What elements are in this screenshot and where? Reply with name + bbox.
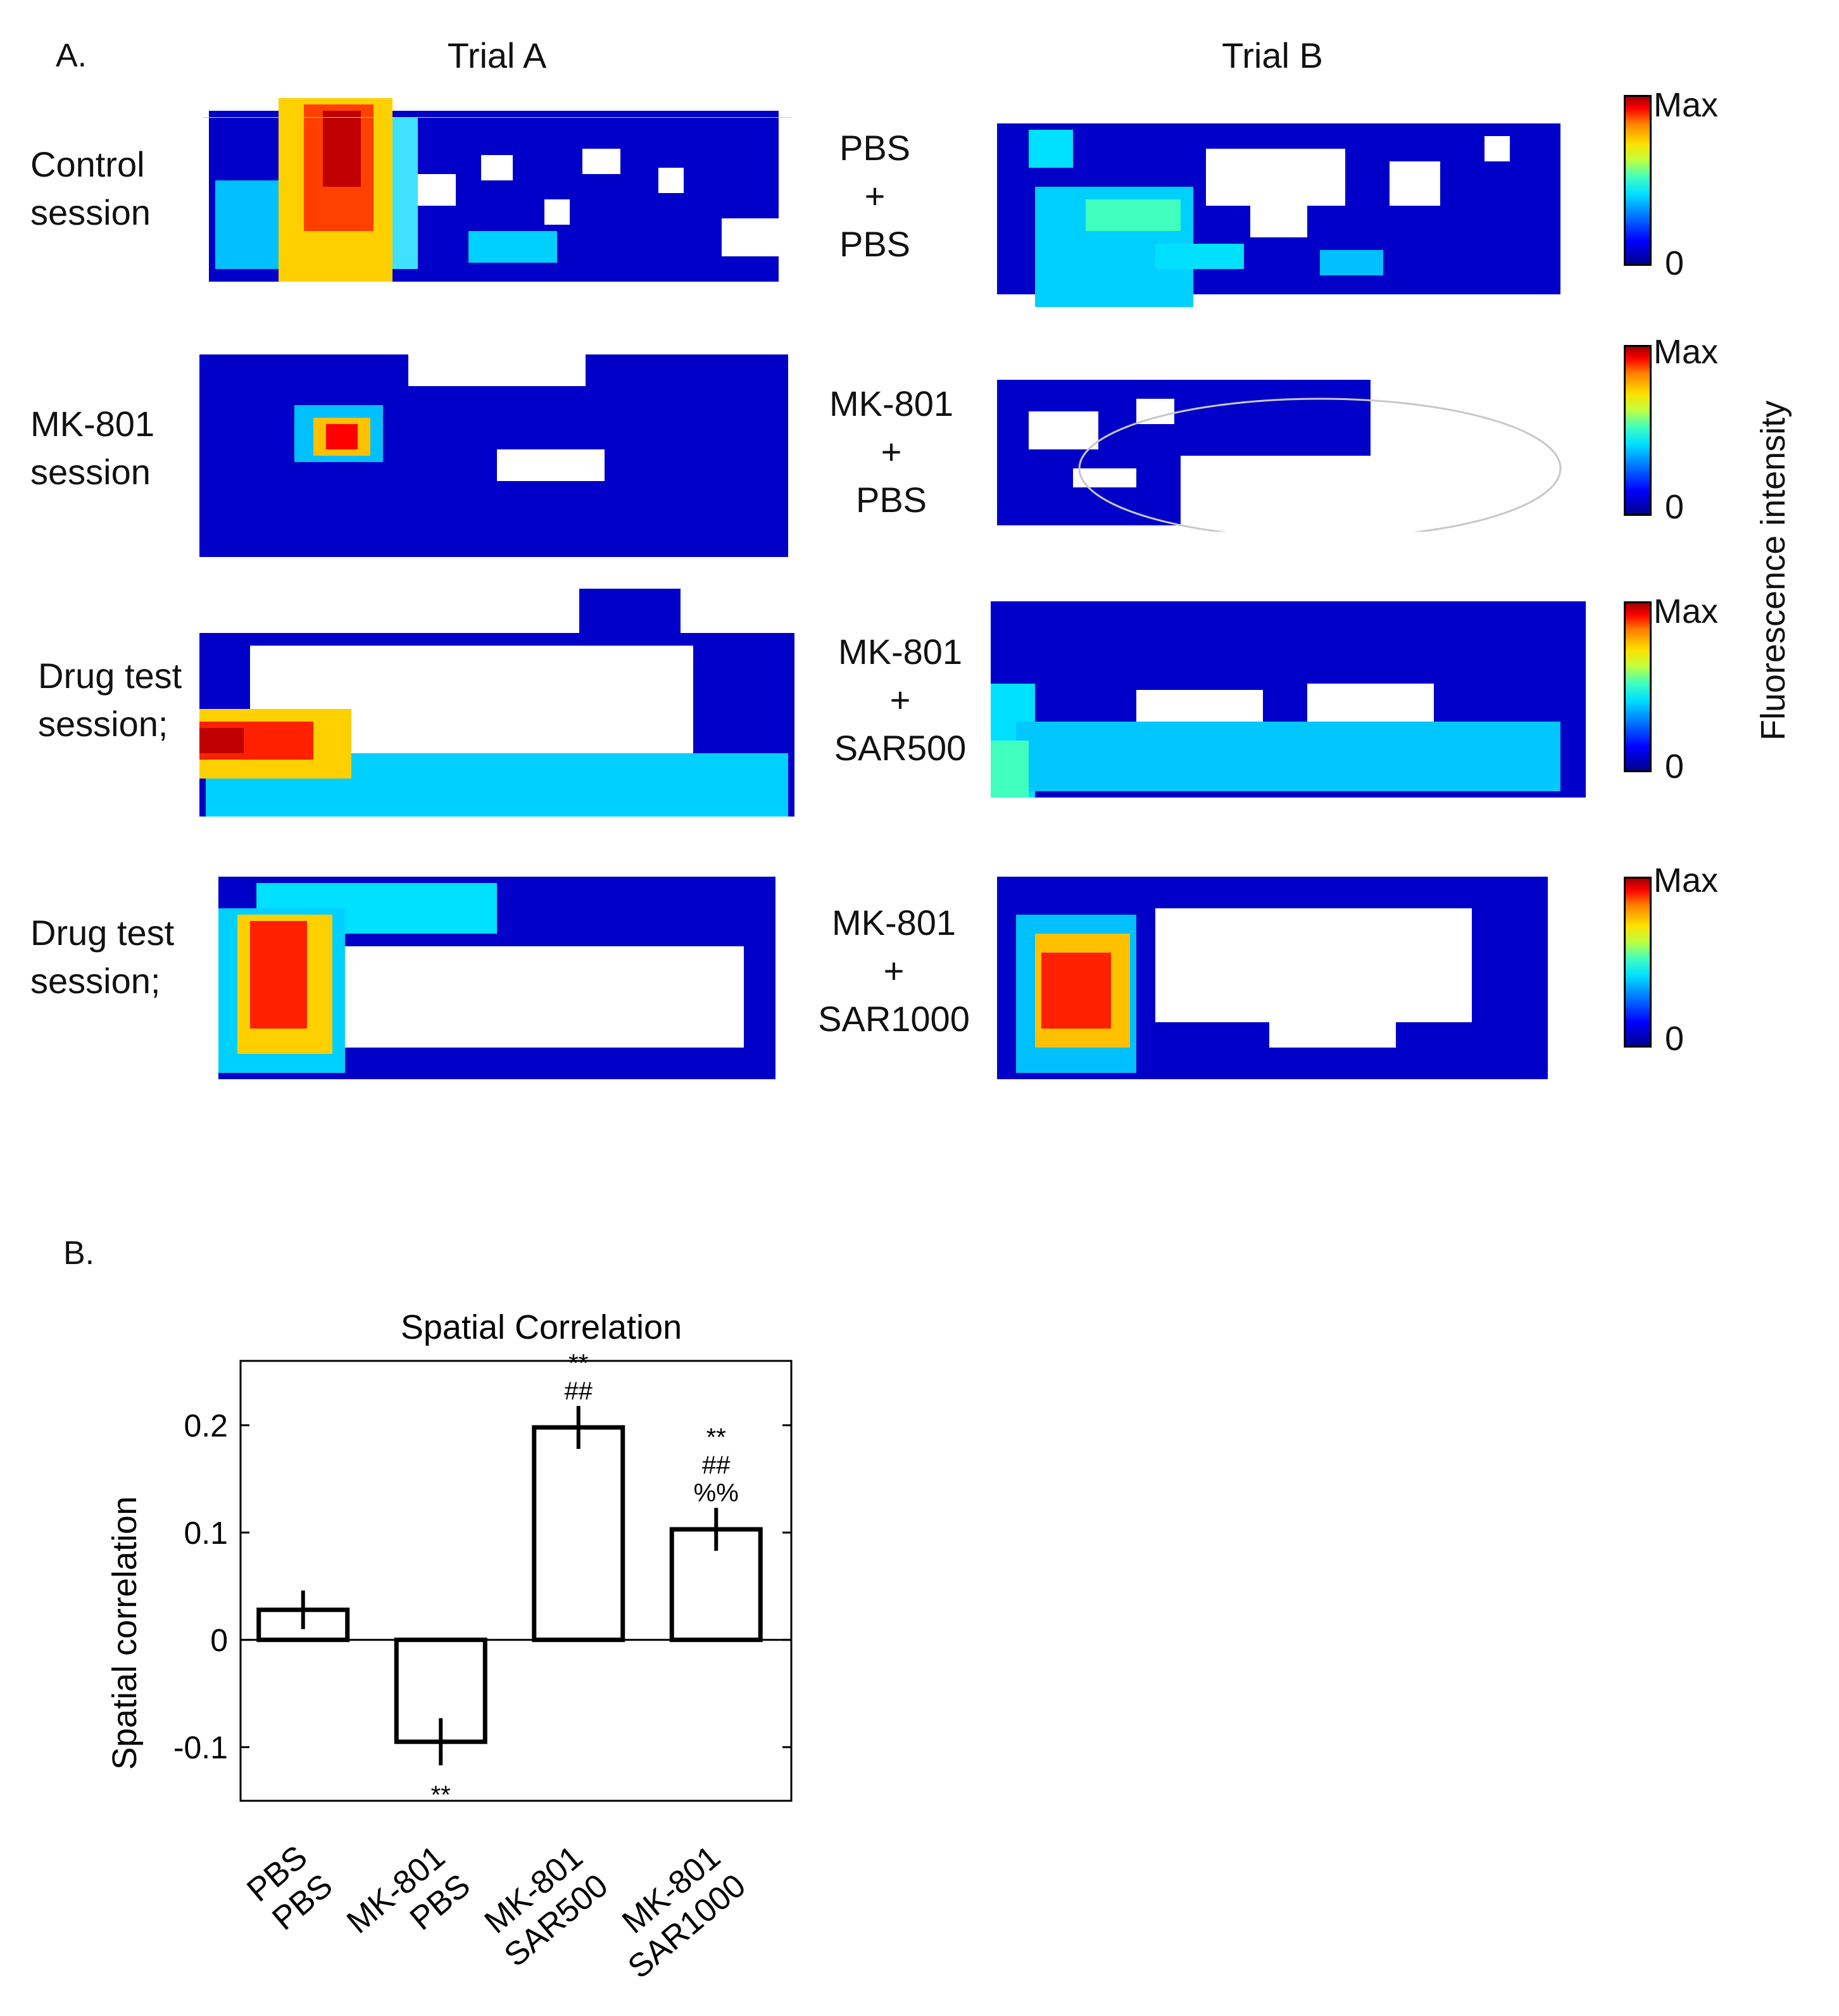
- significance-marker: ##: [702, 1451, 731, 1479]
- heatmap-drug-test-sar1000-trial-a: [199, 858, 807, 1092]
- session-label-drug-test-2: Drug test session;: [30, 913, 175, 1001]
- significance-marker: **: [706, 1424, 726, 1451]
- trial-b-title: Trial B: [1222, 35, 1323, 75]
- heatmap-control-trial-b: [991, 92, 1586, 307]
- y-tick-label: 0.1: [184, 1515, 228, 1551]
- session-label-mk801: MK-801 session: [30, 404, 155, 492]
- heatmap-mk801-trial-b: [991, 342, 1586, 532]
- significance-marker: ##: [565, 1377, 593, 1405]
- axes-box: [239, 1360, 793, 1802]
- colorbar-row3: [1624, 601, 1652, 772]
- treatment-label-row3: MK-801 + SAR500: [834, 632, 967, 768]
- session-label-drug-test-1: Drug test session;: [38, 656, 182, 744]
- significance-marker: **: [431, 1781, 451, 1809]
- colorbar-axis-label: Fluorescence intensity: [1754, 400, 1792, 741]
- panel-a-label: A.: [56, 37, 87, 74]
- trial-a-title: Trial A: [447, 35, 547, 75]
- y-tick-label: 0.2: [184, 1408, 228, 1444]
- colorbar-row2-min: 0: [1665, 488, 1685, 526]
- heatmap-drug-test-sar500-trial-a: [199, 582, 807, 823]
- heatmap-mk801-trial-a: [199, 342, 794, 563]
- treatment-label-row1: PBS + PBS: [839, 128, 911, 264]
- heatmap-control-trial-a: [203, 92, 798, 307]
- colorbar-row3-max: Max: [1654, 592, 1719, 630]
- colorbar-row4-max: Max: [1654, 861, 1719, 899]
- colorbar-row4: [1624, 877, 1652, 1048]
- colorbar-row2: [1624, 345, 1652, 516]
- colorbar-row2-max: Max: [1654, 333, 1719, 371]
- chart-title: Spatial Correlation: [401, 1308, 682, 1346]
- panel-b-label: B.: [63, 1235, 95, 1272]
- bar: [532, 1425, 625, 1643]
- y-tick-label: 0: [210, 1623, 228, 1658]
- session-label-control: Control session: [30, 144, 151, 232]
- colorbar-row1-min: 0: [1665, 244, 1685, 282]
- y-tick-label: -0.1: [173, 1730, 228, 1765]
- colorbar-row1-max: Max: [1654, 86, 1719, 124]
- colorbar-row4-min: 0: [1665, 1020, 1685, 1058]
- colorbar-row1: [1624, 95, 1652, 266]
- significance-marker: **: [568, 1349, 588, 1377]
- treatment-label-row4: MK-801 + SAR1000: [818, 903, 970, 1039]
- heatmap-drug-test-sar500-trial-b: [991, 582, 1598, 810]
- significance-marker: %%: [694, 1479, 739, 1507]
- spatial-correlation-chart: Spatial Correlation Spatial correlation …: [106, 1308, 793, 1986]
- colorbar-row3-min: 0: [1665, 748, 1685, 786]
- chart-y-axis-label: Spatial correlation: [106, 1496, 144, 1770]
- treatment-label-row2: MK-801 + PBS: [829, 384, 954, 520]
- heatmap-drug-test-sar1000-trial-b: [991, 858, 1598, 1092]
